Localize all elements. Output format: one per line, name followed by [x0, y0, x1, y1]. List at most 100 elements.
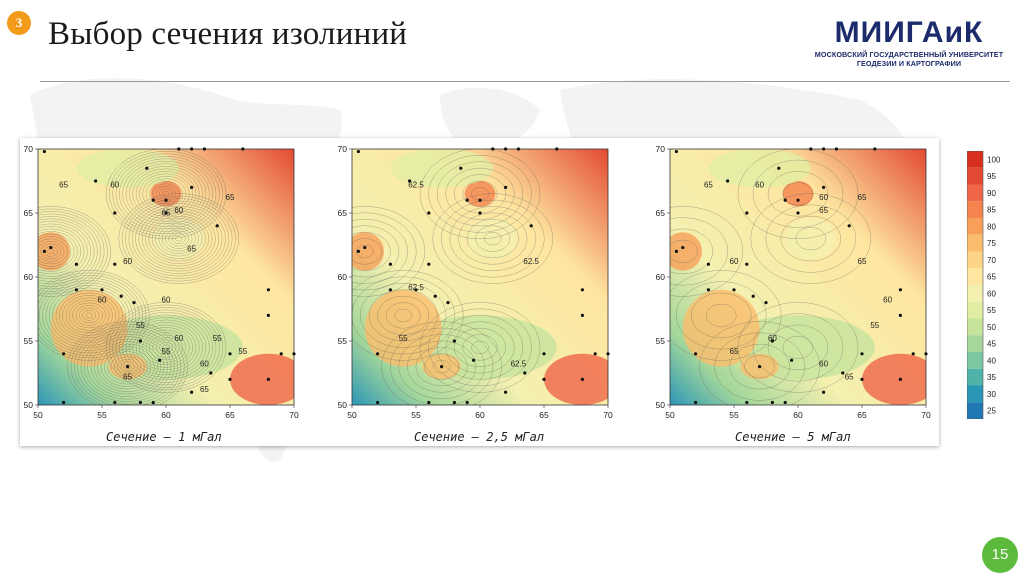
isoline — [352, 238, 383, 265]
isoline — [135, 324, 197, 371]
isoline — [87, 336, 168, 397]
slide-number-badge: 3 — [7, 11, 31, 35]
contour-label: 65 — [200, 385, 209, 394]
gravity-station — [126, 365, 130, 369]
gravity-station — [266, 313, 270, 317]
gravity-station — [790, 358, 794, 362]
gravity-station — [446, 301, 450, 305]
isoline — [795, 227, 827, 251]
anomaly-zone — [76, 149, 179, 188]
y-tick-label: 65 — [338, 208, 348, 218]
isoline — [38, 216, 98, 287]
isoline — [767, 324, 829, 371]
isoline — [139, 327, 193, 368]
isoline — [159, 342, 173, 353]
y-tick-label: 65 — [656, 208, 666, 218]
gravity-station — [770, 400, 774, 405]
gravity-station — [151, 400, 155, 405]
contour-map-2-5mgal: 62.5 62.5 62.5 55 62.5 50 55 60 65 70 70 65 60 55 50 — [338, 144, 613, 420]
isoline — [109, 304, 223, 391]
gravity-station — [62, 352, 66, 356]
gravity-station — [465, 198, 469, 202]
x-tick-label: 70 — [289, 410, 299, 420]
isoline — [158, 223, 200, 254]
isoline — [52, 287, 127, 344]
gravity-station — [241, 147, 245, 151]
isoline — [135, 205, 223, 272]
gravity-station — [898, 313, 902, 317]
isoline — [155, 339, 177, 356]
y-tick-label: 70 — [656, 144, 666, 154]
x-tick-label: 55 — [411, 410, 421, 420]
isoline — [729, 343, 790, 390]
isoline — [352, 231, 391, 271]
isoline — [744, 355, 775, 379]
colorbar-swatch — [967, 167, 983, 185]
isoline — [428, 308, 532, 387]
contour-label: 65 — [858, 193, 867, 202]
gravity-station — [440, 365, 444, 369]
gravity-station — [100, 288, 104, 292]
isoline — [152, 337, 180, 358]
isoline — [737, 149, 859, 240]
gravity-station — [924, 352, 928, 356]
y-tick-label: 55 — [24, 336, 34, 346]
y-tick-label: 60 — [24, 272, 34, 282]
colorbar-label: 25 — [987, 407, 996, 416]
isoline — [750, 193, 872, 284]
contour-label: 65 — [704, 180, 713, 189]
isoline — [352, 225, 400, 278]
isoline — [119, 158, 213, 230]
isoline — [458, 212, 528, 265]
contour-label: 65 — [162, 209, 171, 218]
isoline — [38, 206, 112, 297]
isoline — [670, 239, 699, 263]
gravity-station — [388, 262, 392, 266]
isoline — [38, 238, 68, 265]
contour-label: 55 — [162, 347, 171, 356]
gravity-station — [542, 352, 546, 356]
isoline — [454, 327, 506, 367]
gravity-station — [504, 185, 508, 189]
isoline — [82, 310, 97, 321]
x-tick-label: 60 — [161, 410, 171, 420]
gravity-station — [606, 352, 610, 356]
isoline — [449, 206, 536, 271]
isoline — [84, 333, 172, 400]
anomaly-zone — [862, 353, 926, 405]
gravity-station — [745, 400, 749, 405]
gravity-station — [516, 147, 520, 151]
isoline — [415, 347, 468, 387]
isoline — [670, 217, 729, 286]
contour-label: 65 — [858, 257, 867, 266]
anomaly-zone — [50, 289, 128, 367]
isoline — [705, 303, 737, 327]
contour-label: 62.5 — [408, 283, 424, 292]
contour-label: 55 — [399, 334, 408, 343]
isoline — [484, 231, 502, 246]
isoline — [38, 226, 85, 277]
gravity-station — [898, 377, 902, 381]
contour-label: 55 — [213, 334, 222, 343]
colorbar-swatch — [967, 402, 983, 419]
gravity-station — [751, 294, 755, 298]
contour-label: 65 — [187, 244, 196, 253]
isoline — [129, 166, 203, 222]
gravity-station — [593, 352, 597, 356]
gravity-station — [292, 352, 296, 356]
isoline — [85, 312, 93, 319]
x-tick-label: 50 — [33, 410, 43, 420]
isoline — [780, 215, 842, 262]
isoline — [122, 161, 210, 227]
isoline — [675, 281, 767, 350]
gravity-station — [809, 147, 813, 151]
isoline — [385, 302, 421, 329]
isoline — [94, 341, 162, 392]
contour-label: 60 — [174, 334, 183, 343]
gravity-station — [898, 288, 902, 292]
isoline — [38, 275, 143, 356]
isoline — [389, 327, 494, 405]
x-tick-label: 70 — [603, 410, 613, 420]
x-tick-label: 60 — [475, 410, 485, 420]
colorbar-swatch — [967, 335, 983, 352]
